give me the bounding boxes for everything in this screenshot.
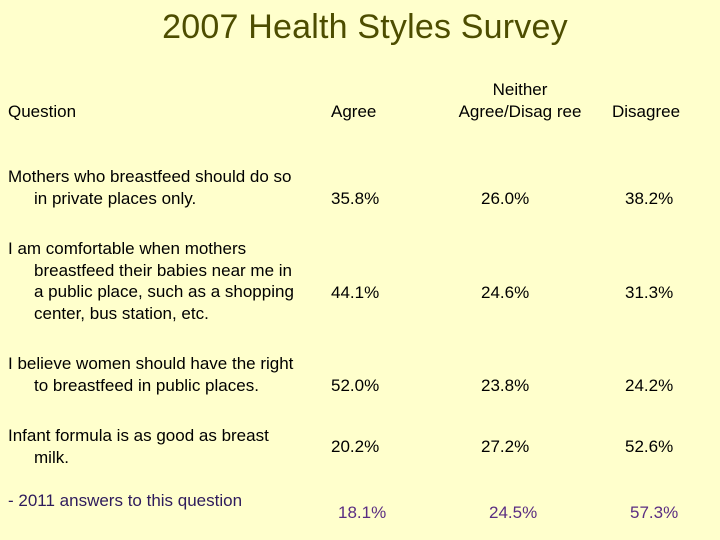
column-header-disagree: Disagree (612, 102, 681, 121)
row-4-disagree: 52.6% (625, 437, 674, 456)
column-header-question: Question (8, 102, 77, 121)
column-header-neither: Neither Agree/Disag ree (458, 80, 582, 121)
column-header-agree: Agree (331, 102, 377, 121)
page-title: 2007 Health Styles Survey (162, 8, 568, 46)
row-3-neither: 23.8% (481, 376, 530, 395)
row-4-question: Infant formula is as good as breast milk… (8, 426, 269, 467)
row-5-agree: 18.1% (338, 503, 387, 522)
row-2-question: I am comfortable when mothers breastfeed… (8, 239, 294, 323)
row-4-agree: 20.2% (331, 437, 380, 456)
row-2-agree: 44.1% (331, 283, 380, 302)
row-3-agree: 52.0% (331, 376, 380, 395)
row-4-neither: 27.2% (481, 437, 530, 456)
row-2-neither: 24.6% (481, 283, 530, 302)
row-5-disagree: 57.3% (630, 503, 679, 522)
row-1-disagree: 38.2% (625, 189, 674, 208)
row-5-question: - 2011 answers to this question (8, 491, 243, 510)
row-1-agree: 35.8% (331, 189, 380, 208)
row-5-neither: 24.5% (489, 503, 538, 522)
row-3-question: I believe women should have the right to… (8, 354, 294, 395)
row-1-question: Mothers who breastfeed should do so in p… (8, 167, 292, 208)
row-2-disagree: 31.3% (625, 283, 674, 302)
row-1-neither: 26.0% (481, 189, 530, 208)
row-3-disagree: 24.2% (625, 376, 674, 395)
